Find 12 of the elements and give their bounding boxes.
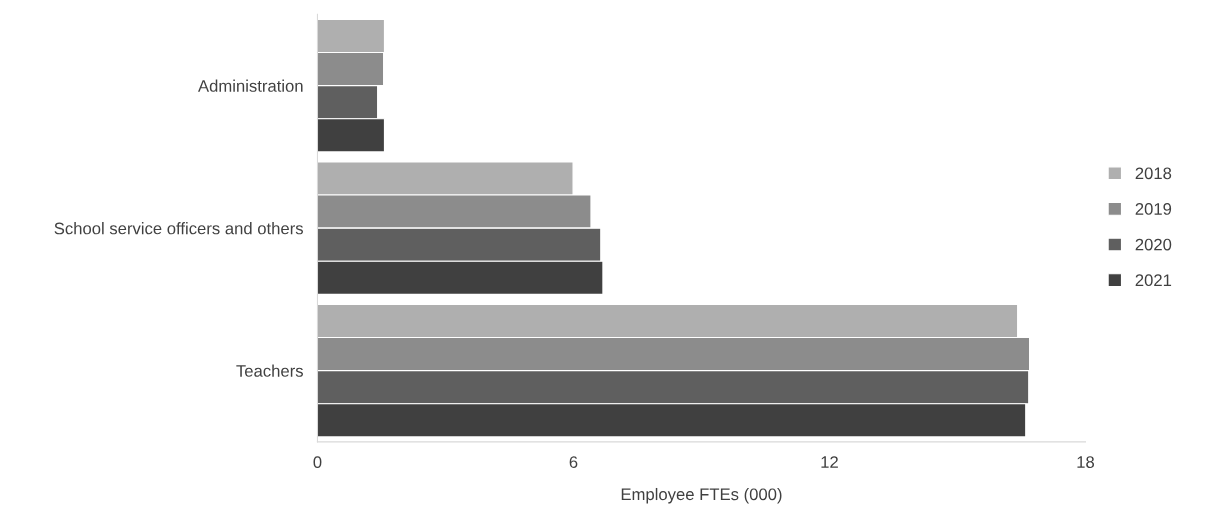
legend-label: 2019 [1135,203,1172,215]
x-tick-label: 0 [313,456,322,468]
legend-label: 2018 [1135,167,1172,180]
x-tick-label: 18 [1077,456,1095,468]
y-tick-label: Administration [198,79,303,92]
x-tick-label: 6 [569,456,578,468]
x-tick-label: 12 [821,456,838,468]
y-tick-label: School service officers and others [54,222,303,235]
legend-label: 2020 [1135,238,1172,251]
legend-label: 2021 [1135,274,1172,287]
y-tick-label: Teachers [236,364,303,377]
x-axis-title: Employee FTEs (000) [621,487,782,504]
